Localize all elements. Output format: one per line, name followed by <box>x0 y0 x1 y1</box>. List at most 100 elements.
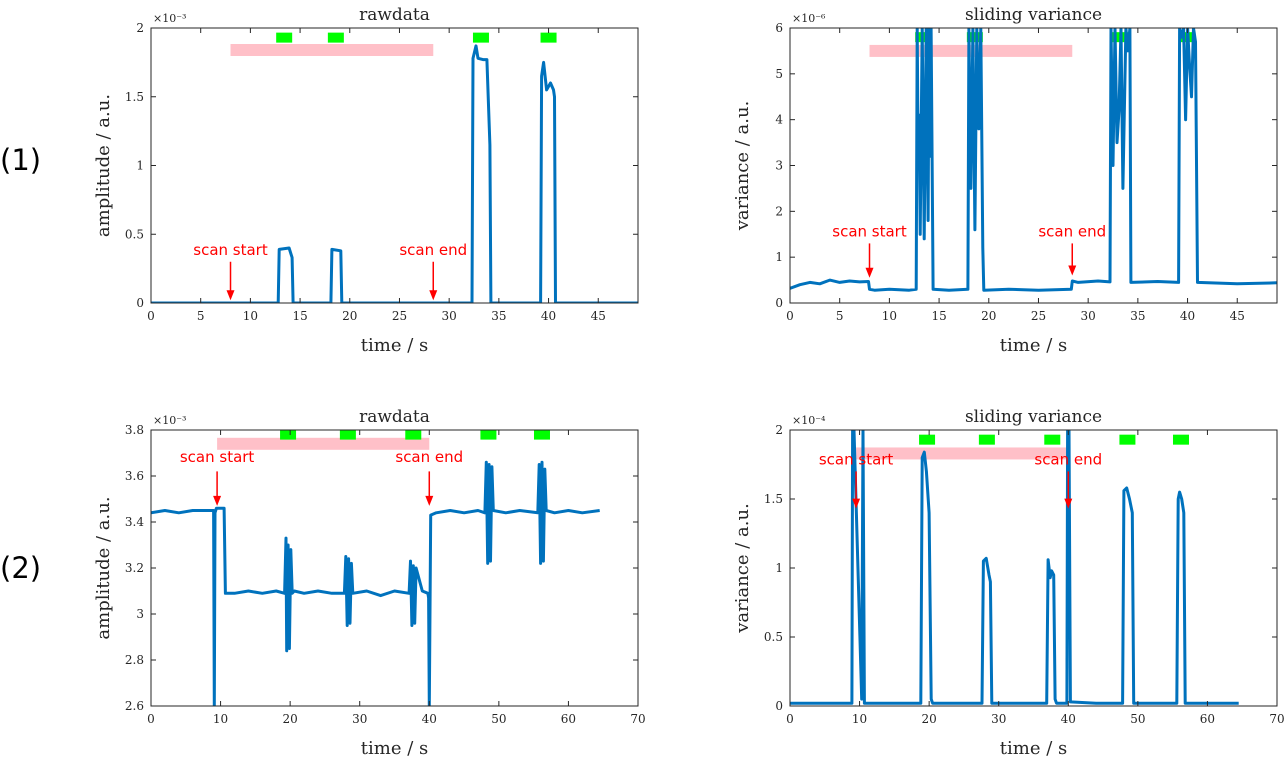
x-tick-label: 35 <box>491 309 506 323</box>
arrow-head-scan-start <box>852 498 861 509</box>
y-axis-label: variance / a.u. <box>732 101 753 232</box>
arrow-head-scan-end <box>1064 498 1073 509</box>
x-axis-label: time / s <box>361 335 428 356</box>
x-tick-label: 30 <box>352 712 367 726</box>
y-tick-label: 1.5 <box>125 90 144 104</box>
y-tick-label: 1 <box>775 250 783 264</box>
scan-duration-bar <box>230 44 434 56</box>
y-axis-label: variance / a.u. <box>732 503 753 634</box>
y-tick-label: 2.6 <box>125 699 144 713</box>
y-axis-label: amplitude / a.u. <box>93 496 114 639</box>
annotation-scan-start: scan start <box>819 451 894 469</box>
x-tick-label: 40 <box>541 309 556 323</box>
plot-frame <box>789 27 1278 304</box>
x-tick-label: 30 <box>991 712 1006 726</box>
y-tick-label: 2 <box>775 423 783 437</box>
data-line-sliding-variance <box>790 430 1239 705</box>
x-tick-label: 60 <box>561 712 576 726</box>
arrow-head-scan-end <box>429 290 438 301</box>
event-marker-1 <box>280 429 297 440</box>
row-label-2: (2) <box>0 551 41 585</box>
x-tick-label: 45 <box>1230 309 1245 323</box>
event-marker-3 <box>1044 434 1061 445</box>
chart-title: rawdata <box>359 5 430 25</box>
x-tick-label: 20 <box>283 712 298 726</box>
x-tick-label: 15 <box>292 309 307 323</box>
x-tick-label: 60 <box>1200 712 1215 726</box>
y-axis-exponent: ×10⁻⁴ <box>792 414 826 427</box>
x-tick-label: 0 <box>147 712 155 726</box>
y-tick-label: 3.4 <box>125 515 144 529</box>
data-line-sliding-variance <box>790 28 1277 292</box>
scan-duration-bar <box>217 437 430 450</box>
data-line-rawdata <box>151 44 638 303</box>
chart-title: rawdata <box>359 407 430 427</box>
x-tick-label: 30 <box>1081 309 1096 323</box>
event-marker-1 <box>919 434 936 445</box>
y-axis-exponent: ×10⁻³ <box>153 12 186 25</box>
x-tick-label: 25 <box>392 309 407 323</box>
y-tick-label: 2.8 <box>125 653 144 667</box>
arrow-head-scan-start <box>226 290 235 301</box>
event-marker-4 <box>480 429 497 440</box>
event-marker-4 <box>1119 434 1136 445</box>
x-tick-label: 40 <box>422 712 437 726</box>
y-tick-label: 1 <box>775 561 783 575</box>
x-tick-label: 10 <box>213 712 228 726</box>
event-marker-5 <box>1172 434 1189 445</box>
arrow-head-scan-end <box>1068 265 1077 276</box>
x-tick-label: 10 <box>243 309 258 323</box>
y-tick-label: 4 <box>775 113 783 127</box>
y-axis-label: amplitude / a.u. <box>93 94 114 237</box>
annotation-scan-start: scan start <box>193 241 268 259</box>
chart-title: sliding variance <box>965 407 1102 427</box>
y-tick-label: 1.5 <box>764 492 783 506</box>
x-tick-label: 35 <box>1130 309 1145 323</box>
annotation-scan-end: scan end <box>1034 451 1102 469</box>
x-tick-label: 50 <box>1130 712 1145 726</box>
chart-title: sliding variance <box>965 5 1102 25</box>
x-tick-label: 5 <box>197 309 205 323</box>
x-tick-label: 15 <box>931 309 946 323</box>
x-tick-label: 25 <box>1031 309 1046 323</box>
event-marker-2 <box>339 429 356 440</box>
scan-duration-bar <box>856 447 1069 460</box>
event-marker-2 <box>978 434 995 445</box>
arrow-head-scan-end <box>425 495 434 506</box>
x-axis-label: time / s <box>1000 335 1067 356</box>
y-tick-label: 0 <box>136 296 144 310</box>
annotation-scan-start: scan start <box>832 223 907 241</box>
y-tick-label: 1 <box>136 159 144 173</box>
chart-rawdata-1: scan start scan end 0 5 10 15 20 25 30 35 40 45 0 0.5… <box>93 5 639 356</box>
x-tick-label: 10 <box>882 309 897 323</box>
event-marker-4 <box>540 32 557 43</box>
x-tick-label: 20 <box>922 712 937 726</box>
y-tick-label: 6 <box>775 21 783 35</box>
x-axis-label: time / s <box>1000 738 1067 759</box>
event-marker-2 <box>966 32 983 43</box>
x-tick-label: 70 <box>630 712 645 726</box>
y-tick-label: 2 <box>775 204 783 218</box>
arrow-head-scan-start <box>213 495 222 506</box>
event-marker-3 <box>472 32 489 43</box>
event-marker-3 <box>405 429 422 440</box>
y-tick-label: 2 <box>136 21 144 35</box>
x-tick-label: 30 <box>442 309 457 323</box>
x-tick-label: 0 <box>786 309 794 323</box>
x-tick-label: 70 <box>1269 712 1284 726</box>
y-tick-label: 0.5 <box>764 630 783 644</box>
event-marker-2 <box>327 32 344 43</box>
annotation-scan-end: scan end <box>395 448 463 466</box>
y-tick-label: 3.8 <box>125 423 144 437</box>
y-tick-label: 3 <box>136 607 144 621</box>
y-tick-label: 3.6 <box>125 469 144 483</box>
x-tick-label: 20 <box>342 309 357 323</box>
event-marker-1 <box>276 32 293 43</box>
y-axis-exponent: ×10⁻³ <box>153 414 186 427</box>
y-tick-label: 0 <box>775 699 783 713</box>
y-tick-label: 5 <box>775 67 783 81</box>
x-tick-label: 20 <box>981 309 996 323</box>
annotation-scan-end: scan end <box>399 241 467 259</box>
